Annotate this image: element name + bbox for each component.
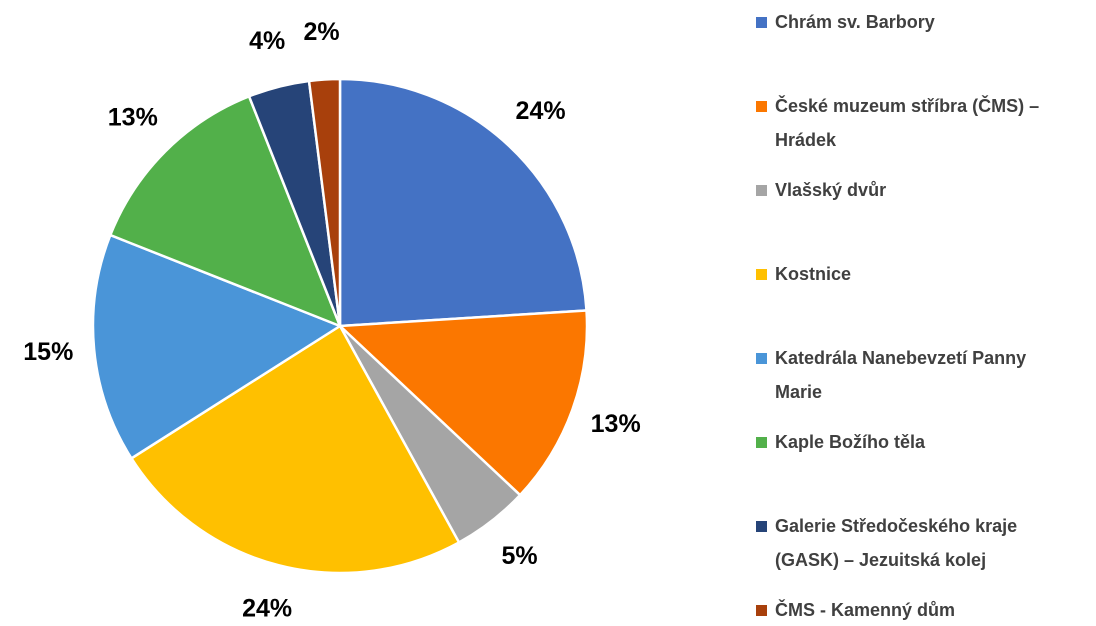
- pie-slice: [108, 94, 343, 329]
- data-label: 4%: [249, 27, 285, 55]
- legend-label: Chrám sv. Barbory: [775, 12, 935, 32]
- legend-swatch: [756, 437, 767, 448]
- pie-slice: [129, 324, 461, 575]
- legend-item: Katedrála Nanebevzetí Panny Marie: [756, 341, 1076, 409]
- pie-slice: [307, 77, 342, 327]
- legend-item: České muzeum stříbra (ČMS) – Hrádek: [756, 89, 1076, 157]
- legend-item: Kaple Božího těla: [756, 425, 1076, 459]
- legend-label: Kostnice: [775, 264, 852, 284]
- data-label: 24%: [516, 97, 566, 125]
- legend-item: Kostnice: [756, 257, 1076, 291]
- legend-swatch: [756, 605, 767, 616]
- legend-swatch: [756, 353, 767, 364]
- legend-item: Chrám sv. Barbory: [756, 5, 1076, 39]
- data-label: 15%: [23, 338, 73, 366]
- legend-swatch: [756, 17, 767, 28]
- pie-slice: [338, 77, 588, 328]
- legend-swatch: [756, 185, 767, 196]
- legend-item: Galerie Středočeského kraje (GASK) – Jez…: [756, 509, 1076, 577]
- legend-item: ČMS - Kamenný dům: [756, 593, 1076, 626]
- legend-label: ČMS - Kamenný dům: [775, 600, 956, 620]
- legend-swatch: [756, 101, 767, 112]
- legend-label: Vlašský dvůr: [775, 180, 887, 200]
- pie-area: 24% 13% 5% 24% 15% 13% 4% 2%: [23, 18, 641, 622]
- legend-label: Kaple Božího těla: [775, 432, 926, 452]
- legend-item: Vlašský dvůr: [756, 173, 1076, 207]
- legend-swatch: [756, 269, 767, 280]
- legend-label: Katedrála Nanebevzetí Panny Marie: [775, 348, 1027, 402]
- legend-swatch: [756, 521, 767, 532]
- data-label: 5%: [502, 542, 538, 570]
- data-label: 13%: [108, 103, 158, 131]
- legend-label: Galerie Středočeského kraje (GASK) – Jez…: [775, 516, 1018, 570]
- data-label: 13%: [591, 410, 641, 438]
- pie-slice: [91, 233, 343, 461]
- data-label: 2%: [304, 18, 340, 46]
- pie-slice: [337, 309, 589, 497]
- data-label: 24%: [242, 594, 292, 622]
- legend-label: České muzeum stříbra (ČMS) – Hrádek: [775, 96, 1040, 150]
